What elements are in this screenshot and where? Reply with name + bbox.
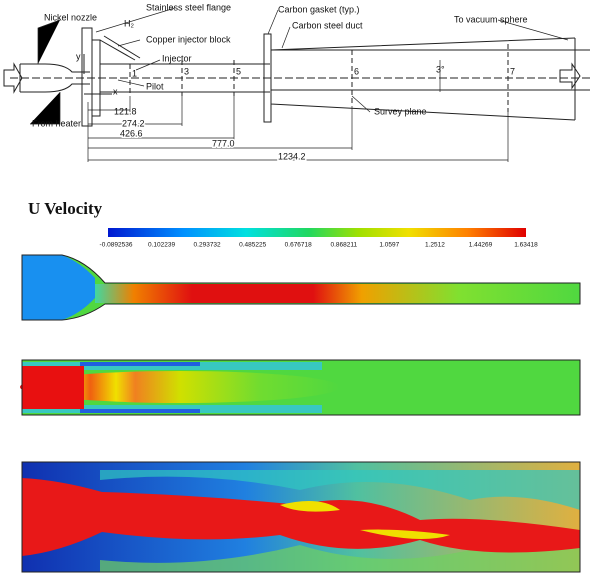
- shape: [22, 366, 84, 409]
- contour-panel-1: [21, 254, 581, 321]
- label: 121.8: [114, 106, 137, 116]
- shape: [99, 35, 141, 61]
- colorbar-tick-label: 0.485225: [239, 242, 266, 249]
- shape: [30, 7, 569, 125]
- shape: [21, 254, 581, 321]
- label: 1234.2: [278, 151, 306, 161]
- label: 1: [132, 68, 137, 78]
- colorbar-tick-label: 1.2512: [425, 242, 445, 249]
- shape: [87, 96, 509, 162]
- label: 5: [236, 66, 241, 76]
- label: 3: [184, 66, 189, 76]
- shape: [100, 545, 580, 572]
- shape: [100, 470, 580, 510]
- label: U Velocity: [28, 199, 103, 218]
- label: Copper injector block: [146, 34, 231, 44]
- shape: [80, 409, 200, 413]
- label: 274.2: [122, 118, 145, 128]
- colorbar-tick-label: 0.868211: [330, 242, 357, 249]
- colorbar-tick-label: 1.63418: [514, 242, 538, 249]
- label: y: [76, 51, 81, 61]
- shape: [80, 362, 200, 366]
- shape: [3, 62, 23, 94]
- shape: [100, 63, 270, 93]
- label: Nickel nozzle: [44, 12, 97, 22]
- schematic: Nickel nozzle Stainless steel flange H₂ …: [3, 2, 590, 163]
- label: 777.0: [212, 138, 235, 148]
- shape: [20, 371, 340, 403]
- label: 7: [510, 66, 515, 76]
- colorbar: [108, 228, 526, 237]
- shape: [280, 501, 450, 539]
- colorbar-tick-label: 0.676718: [285, 242, 312, 249]
- label: x: [113, 86, 118, 96]
- label: 426.6: [120, 128, 143, 138]
- colorbar-tick-label: -0.0892536: [100, 242, 133, 249]
- label: Carbon gasket (typ.): [278, 4, 360, 14]
- colorbar-tick-label: 0.102239: [148, 242, 175, 249]
- label: 6: [354, 66, 359, 76]
- colorbar-tick-label: 1.0597: [379, 242, 399, 249]
- contour-panel-2: [20, 359, 581, 416]
- shape: [81, 27, 93, 127]
- shape: [21, 461, 581, 573]
- label: H₂: [124, 18, 134, 28]
- shape: [83, 54, 112, 95]
- label: Survey plane: [374, 106, 427, 116]
- colorbar-tick-label: 1.44269: [469, 242, 493, 249]
- label: To vacuum sphere: [454, 14, 528, 24]
- shape: [270, 37, 576, 121]
- label: Injector: [162, 53, 192, 63]
- shape: [559, 62, 581, 90]
- shape: [21, 359, 581, 416]
- colorbar-tick-label: 0.293732: [194, 242, 221, 249]
- label: Pilot: [146, 81, 164, 91]
- label: From heater: [32, 118, 81, 128]
- shape: [22, 255, 95, 320]
- contour-panel-3: [21, 461, 581, 573]
- shape: [19, 63, 90, 93]
- label: Carbon steel duct: [292, 20, 363, 30]
- shape: [271, 49, 590, 91]
- label: 3°: [436, 64, 445, 74]
- shape: [129, 44, 509, 112]
- shape: [95, 284, 580, 303]
- colorbar-ticks: -0.0892536 0.102239 0.293732 0.485225 0.6767…: [100, 242, 539, 249]
- label: Stainless steel flange: [146, 2, 231, 12]
